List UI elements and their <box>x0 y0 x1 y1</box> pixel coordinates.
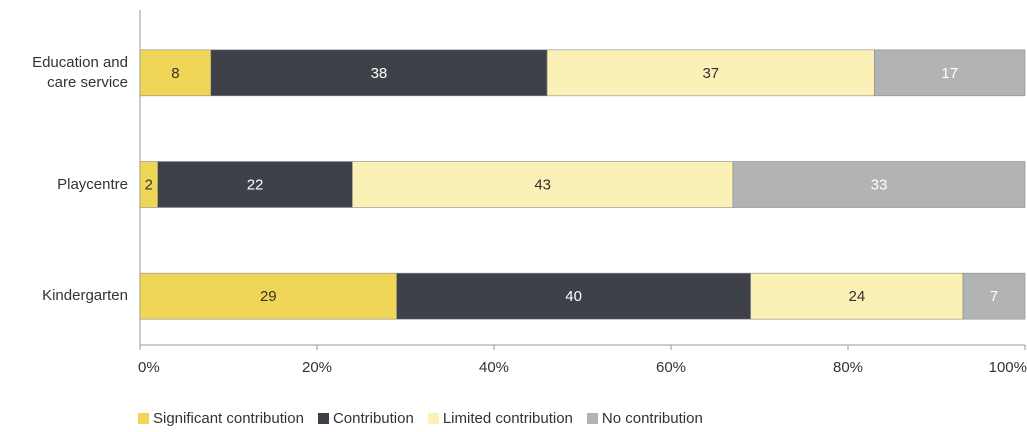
value-label: 17 <box>941 65 958 82</box>
legend-swatch <box>586 413 598 424</box>
value-label: 33 <box>871 176 888 193</box>
category-label: Kindergarten <box>42 287 128 305</box>
bar-segment <box>874 49 1026 97</box>
value-label: 8 <box>171 65 179 82</box>
bar-segment <box>750 272 964 320</box>
legend: Significant contribution Contribution Limi… <box>138 410 703 427</box>
legend-item: Contribution <box>317 410 414 427</box>
x-tick-label: 0% <box>138 359 160 376</box>
bar-segment <box>157 161 353 208</box>
category-label: Playcentre <box>57 175 128 193</box>
value-label: 22 <box>247 176 264 193</box>
bar-segment <box>962 272 1026 320</box>
value-label: 37 <box>702 65 719 82</box>
legend-label: Limited contribution <box>442 410 573 427</box>
value-label: 7 <box>990 288 998 305</box>
value-label: 2 <box>145 176 153 193</box>
value-label: 29 <box>260 288 277 305</box>
bar-segment <box>352 161 734 208</box>
x-tick-label: 60% <box>656 359 686 376</box>
legend-label: Significant contribution <box>153 410 304 427</box>
x-tick-label: 40% <box>479 359 509 376</box>
category-label: Education and care service <box>32 53 128 91</box>
value-label: 24 <box>849 288 866 305</box>
legend-swatch <box>138 413 149 424</box>
bar-segment <box>210 49 548 97</box>
value-label: 38 <box>371 65 388 82</box>
bar-segment <box>732 161 1026 208</box>
bar-segment <box>546 49 875 97</box>
legend-label: No contribution <box>601 410 703 427</box>
value-label: 40 <box>565 288 582 305</box>
legend-label: Contribution <box>332 410 414 427</box>
value-label: 43 <box>534 176 551 193</box>
x-tick-label: 100% <box>989 359 1027 376</box>
x-tick-label: 20% <box>302 359 332 376</box>
legend-item: Limited contribution <box>427 410 573 427</box>
x-tick-label: 80% <box>833 359 863 376</box>
legend-swatch <box>317 413 329 424</box>
bar-segment <box>139 49 212 97</box>
legend-item: No contribution <box>586 410 703 427</box>
legend-item: Significant contribution <box>138 410 304 427</box>
bar-segment <box>396 272 751 320</box>
legend-swatch <box>427 413 439 424</box>
